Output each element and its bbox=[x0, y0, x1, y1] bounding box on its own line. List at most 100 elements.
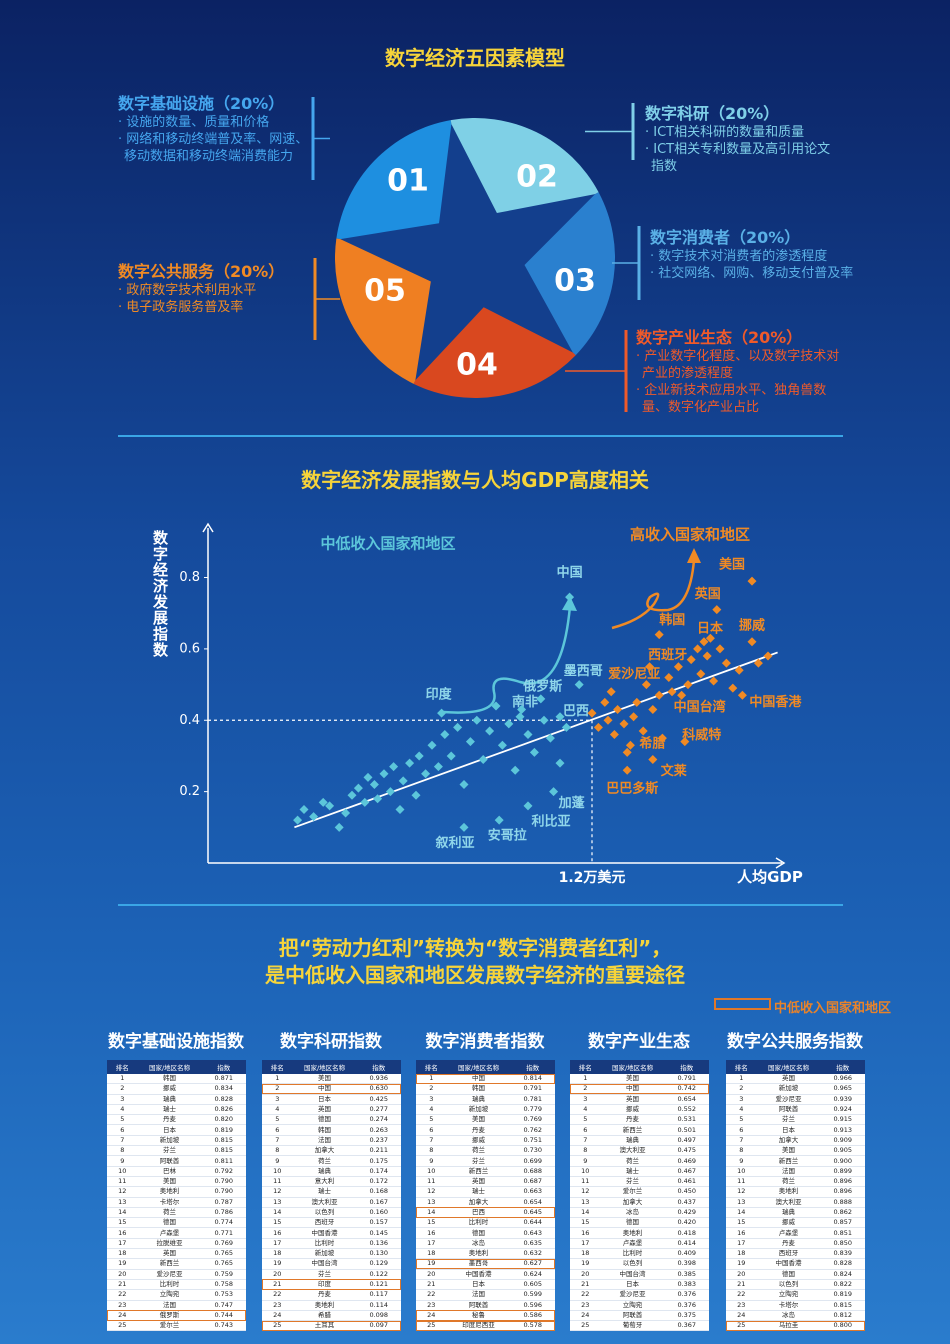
point bbox=[379, 769, 389, 779]
trend-arrow bbox=[611, 559, 696, 630]
table-row: 13 加拿大 0.654 bbox=[416, 1197, 555, 1208]
table-cell: 0.376 bbox=[664, 1289, 709, 1301]
table-cell: 0.939 bbox=[820, 1094, 865, 1105]
column-header: 国家/地区名称 bbox=[600, 1060, 665, 1074]
table-cell: 0.376 bbox=[664, 1300, 709, 1311]
table-cell: 15 bbox=[570, 1217, 601, 1229]
table-cell: 丹麦 bbox=[756, 1238, 821, 1250]
table-title: 数字基础设施指数 bbox=[108, 1032, 244, 1052]
table-cell: 5 bbox=[416, 1114, 447, 1126]
table-row: 19 墨西哥 0.627 bbox=[416, 1258, 555, 1270]
point bbox=[539, 715, 549, 725]
table-cell: 爱沙尼亚 bbox=[137, 1269, 202, 1280]
table-cell: 0.172 bbox=[356, 1176, 401, 1188]
table-cell: 0.168 bbox=[356, 1186, 401, 1198]
factor-block: 数字科研（20%） · ICT相关科研的数量和质量 · ICT相关专利数量及高引用论… bbox=[645, 104, 840, 175]
table-row: 22 法国 0.599 bbox=[416, 1289, 555, 1301]
table-row: 18 英国 0.765 bbox=[107, 1248, 246, 1260]
column-header: 国家/地区名称 bbox=[137, 1060, 202, 1074]
table-cell: 墨西哥 bbox=[446, 1258, 511, 1270]
table-cell: 0.896 bbox=[820, 1186, 865, 1198]
table-cell: 0.501 bbox=[664, 1124, 709, 1136]
table-row: 9 芬兰 0.699 bbox=[416, 1155, 555, 1167]
table-cell: 葡萄牙 bbox=[600, 1320, 665, 1332]
table-row: 25 土耳其 0.097 bbox=[262, 1320, 401, 1332]
point-label: 文莱 bbox=[661, 763, 687, 779]
table-row: 17 卢森堡 0.414 bbox=[570, 1238, 709, 1250]
factor-number: 01 bbox=[387, 164, 429, 199]
table-head: 排名 国家/地区名称 指数 bbox=[416, 1060, 555, 1074]
table-cell: 10 bbox=[262, 1166, 293, 1177]
table-cell: 2 bbox=[726, 1083, 757, 1095]
table-row: 16 卢森堡 0.851 bbox=[726, 1227, 865, 1239]
model-title: 数字经济五因素模型 bbox=[385, 46, 565, 70]
table-cell: 挪威 bbox=[756, 1217, 821, 1229]
factor-title: 数字消费者（20%） bbox=[650, 228, 801, 247]
table-title: 数字消费者指数 bbox=[425, 1032, 545, 1052]
table-cell: 韩国 bbox=[137, 1074, 202, 1085]
table-cell: 中国 bbox=[446, 1074, 511, 1085]
table-cell: 10 bbox=[107, 1166, 138, 1177]
table-cell: 希腊 bbox=[292, 1310, 357, 1322]
table-cell: 23 bbox=[726, 1300, 757, 1311]
point bbox=[510, 765, 520, 775]
table-row: 23 奥地利 0.114 bbox=[262, 1300, 401, 1311]
table-cell: 2 bbox=[262, 1083, 293, 1095]
table-cell: 0.420 bbox=[664, 1217, 709, 1229]
table-cell: 15 bbox=[726, 1217, 757, 1229]
table-cell: 0.699 bbox=[510, 1155, 555, 1167]
table-cell: 英国 bbox=[600, 1094, 665, 1105]
table-cell: 16 bbox=[570, 1227, 601, 1239]
table-cell: 0.834 bbox=[201, 1083, 246, 1095]
table-row: 21 日本 0.383 bbox=[570, 1279, 709, 1291]
table-cell: 0.871 bbox=[201, 1074, 246, 1085]
table-cell: 0.913 bbox=[820, 1124, 865, 1136]
table-row: 1 韩国 0.871 bbox=[107, 1074, 246, 1085]
column-header: 排名 bbox=[570, 1060, 601, 1074]
table-row: 13 卡塔尔 0.787 bbox=[107, 1197, 246, 1208]
table-cell: 韩国 bbox=[446, 1083, 511, 1095]
table-cell: 0.790 bbox=[201, 1176, 246, 1188]
table-cell: 5 bbox=[107, 1114, 138, 1126]
point-label: 西班牙 bbox=[648, 647, 687, 663]
trend-arrow bbox=[442, 605, 572, 714]
table-row: 3 英国 0.654 bbox=[570, 1094, 709, 1105]
table-row: 1 美国 0.791 bbox=[570, 1074, 709, 1085]
table-cell: 0.654 bbox=[510, 1197, 555, 1208]
table-cell: 0.791 bbox=[664, 1074, 709, 1085]
table-row: 14 瑞典 0.862 bbox=[726, 1207, 865, 1219]
table-cell: 美国 bbox=[600, 1074, 665, 1085]
table-cell: 4 bbox=[262, 1104, 293, 1116]
table-cell: 0.765 bbox=[201, 1248, 246, 1260]
table-cell: 25 bbox=[726, 1320, 757, 1332]
table-cell: 0.824 bbox=[820, 1269, 865, 1280]
table-row: 11 英国 0.687 bbox=[416, 1176, 555, 1188]
table-row: 20 爱沙尼亚 0.759 bbox=[107, 1269, 246, 1280]
table-cell: 奥地利 bbox=[600, 1227, 665, 1239]
table-cell: 0.781 bbox=[510, 1094, 555, 1105]
point bbox=[664, 672, 674, 682]
point bbox=[523, 801, 533, 811]
table-cell: 0.605 bbox=[510, 1279, 555, 1291]
table-cell: 0.114 bbox=[356, 1300, 401, 1311]
point bbox=[555, 758, 565, 768]
table-head: 排名 国家/地区名称 指数 bbox=[726, 1060, 865, 1074]
point bbox=[395, 804, 405, 814]
table-cell: 比利时 bbox=[446, 1217, 511, 1229]
table-row: 10 法国 0.899 bbox=[726, 1166, 865, 1177]
table-cell: 0.645 bbox=[510, 1207, 555, 1219]
table-cell: 0.687 bbox=[510, 1176, 555, 1188]
table-cell: 0.811 bbox=[201, 1155, 246, 1167]
point bbox=[459, 779, 469, 789]
ring-segment bbox=[475, 192, 615, 356]
table-cell: 0.418 bbox=[664, 1227, 709, 1239]
table-cell: 新西兰 bbox=[756, 1155, 821, 1167]
table-cell: 0.461 bbox=[664, 1176, 709, 1188]
table-row: 7 加拿大 0.909 bbox=[726, 1135, 865, 1147]
table-cell: 18 bbox=[107, 1248, 138, 1260]
table-row: 5 丹麦 0.820 bbox=[107, 1114, 246, 1126]
threshold-line bbox=[208, 719, 593, 863]
point-label: 安哥拉 bbox=[488, 828, 527, 844]
point bbox=[299, 804, 309, 814]
